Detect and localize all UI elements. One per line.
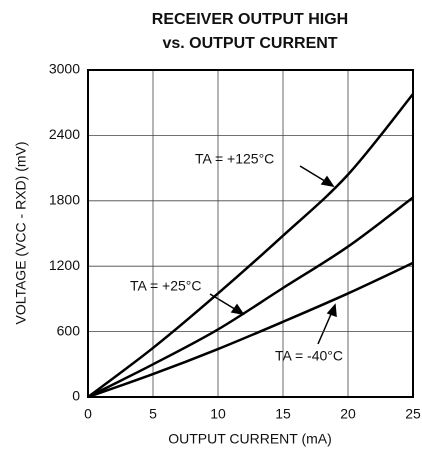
arrow-head (326, 303, 337, 318)
x-tick-label: 25 (405, 406, 421, 422)
y-axis-label: VOLTAGE (VCC - RXD) (mV) (13, 141, 29, 324)
x-tick-label: 10 (210, 406, 226, 422)
series-label: TA = -40°C (275, 348, 343, 364)
x-axis-label: OUTPUT CURRENT (mA) (168, 431, 332, 447)
series-label: TA = +25°C (130, 278, 202, 294)
series-line (87, 93, 414, 398)
series-label: TA = +125°C (195, 151, 274, 167)
series-line (87, 261, 414, 399)
series-line (87, 196, 414, 399)
x-tick-label: 5 (149, 406, 157, 422)
y-tick-label: 1200 (49, 257, 80, 273)
x-tick-label: 20 (340, 406, 356, 422)
x-tick-label: 15 (275, 406, 291, 422)
chart-title: vs. OUTPUT CURRENT (162, 35, 337, 52)
arrows (209, 165, 337, 345)
y-tick-label: 600 (57, 322, 81, 338)
y-tick-label: 3000 (49, 61, 80, 77)
y-tick-label: 1800 (49, 192, 80, 208)
chart-title: RECEIVER OUTPUT HIGH (152, 11, 348, 28)
arrow-head (320, 175, 335, 188)
arrow-head (230, 303, 245, 316)
y-tick-label: 0 (72, 388, 80, 404)
plot-frame (87, 69, 414, 398)
x-tick-label: 0 (84, 406, 92, 422)
y-tick-label: 2400 (49, 126, 80, 142)
